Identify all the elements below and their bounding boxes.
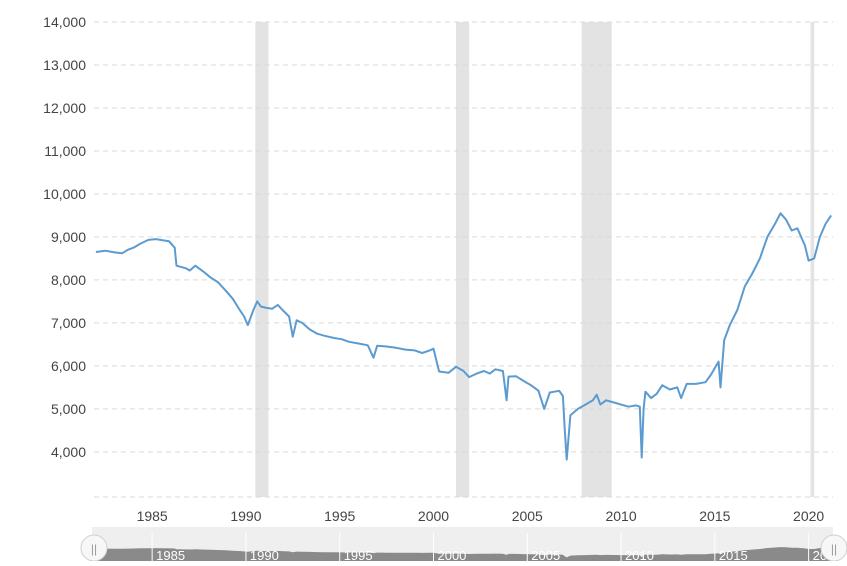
navigator-label: 2010 xyxy=(625,548,654,561)
navigator-handle-grip: || xyxy=(831,542,837,556)
y-tick-label: 5,000 xyxy=(51,401,86,417)
navigator-handle-grip: || xyxy=(91,542,97,556)
x-tick-label: 1995 xyxy=(324,508,355,524)
y-tick-label: 10,000 xyxy=(43,186,86,202)
y-tick-label: 11,000 xyxy=(44,143,86,159)
navigator-label: 1990 xyxy=(250,548,279,561)
navigator-label: 1995 xyxy=(344,548,373,561)
series xyxy=(95,212,832,461)
x-tick-label: 2020 xyxy=(793,508,824,524)
y-tick-label: 13,000 xyxy=(43,57,86,73)
navigator-left-handle[interactable]: || xyxy=(80,534,108,562)
navigator-label: 2000 xyxy=(437,548,466,561)
x-tick-label: 2015 xyxy=(699,508,730,524)
recession-band xyxy=(581,22,612,497)
y-tick-label: 4,000 xyxy=(51,444,86,460)
y-tick-label: 14,000 xyxy=(43,14,86,30)
navigator-label: 2015 xyxy=(719,548,748,561)
x-tick-label: 2005 xyxy=(512,508,543,524)
navigator-right-handle[interactable]: || xyxy=(820,534,847,562)
series-line xyxy=(95,212,832,461)
recession-band xyxy=(455,22,470,497)
x-tick-label: 2000 xyxy=(418,508,449,524)
y-tick-label: 7,000 xyxy=(51,315,86,331)
x-tick-label: 1990 xyxy=(230,508,261,524)
navigator-area xyxy=(95,547,832,561)
navigator-label: 1985 xyxy=(156,548,185,561)
y-gridlines xyxy=(94,21,833,498)
recession-bands xyxy=(255,22,815,497)
y-axis: 4,000 5,000 6,000 7,000 8,000 9,000 10,000 11,0… xyxy=(43,14,86,460)
x-axis: 1985 1990 1995 2000 2005 2010 2015 2020 xyxy=(137,508,825,524)
x-tick-label: 2010 xyxy=(605,508,636,524)
y-tick-label: 6,000 xyxy=(51,358,86,374)
navigator-label: 2005 xyxy=(531,548,560,561)
recession-band xyxy=(255,22,269,497)
x-tick-label: 1985 xyxy=(137,508,168,524)
y-tick-label: 8,000 xyxy=(51,272,86,288)
y-tick-label: 9,000 xyxy=(51,229,86,245)
y-tick-label: 12,000 xyxy=(43,100,86,116)
